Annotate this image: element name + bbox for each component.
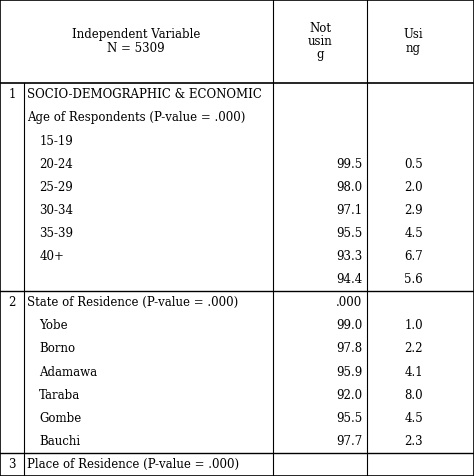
Text: ng: ng: [406, 42, 421, 55]
Text: 95.5: 95.5: [337, 412, 363, 425]
Text: 40+: 40+: [39, 250, 64, 263]
Text: 2: 2: [8, 296, 16, 309]
Text: 5.6: 5.6: [404, 273, 423, 286]
Text: Gombe: Gombe: [39, 412, 82, 425]
Text: 25-29: 25-29: [39, 181, 73, 194]
Text: 98.0: 98.0: [337, 181, 363, 194]
Text: Borno: Borno: [39, 342, 75, 356]
Text: g: g: [316, 49, 324, 61]
Text: N = 5309: N = 5309: [108, 42, 165, 55]
Text: 8.0: 8.0: [404, 388, 423, 402]
Text: Not: Not: [309, 22, 331, 35]
Text: 2.9: 2.9: [404, 204, 423, 217]
Text: Place of Residence (P-value = .000): Place of Residence (P-value = .000): [27, 458, 240, 471]
Text: 15-19: 15-19: [39, 135, 73, 148]
Text: 1.0: 1.0: [404, 319, 423, 332]
Text: .000: .000: [337, 296, 363, 309]
Text: 3: 3: [8, 458, 16, 471]
Text: Yobe: Yobe: [39, 319, 68, 332]
Text: 4.5: 4.5: [404, 412, 423, 425]
Text: 1: 1: [8, 89, 16, 101]
Text: 20-24: 20-24: [39, 158, 73, 171]
Text: 99.5: 99.5: [337, 158, 363, 171]
Text: 2.2: 2.2: [404, 342, 423, 356]
Text: Bauchi: Bauchi: [39, 435, 81, 448]
Text: 95.9: 95.9: [337, 366, 363, 378]
Text: 35-39: 35-39: [39, 227, 73, 240]
Text: Independent Variable: Independent Variable: [72, 29, 201, 41]
Text: 0.5: 0.5: [404, 158, 423, 171]
Text: 94.4: 94.4: [337, 273, 363, 286]
Text: Taraba: Taraba: [39, 388, 81, 402]
Text: 4.1: 4.1: [404, 366, 423, 378]
Text: Usi: Usi: [404, 29, 423, 41]
Text: 95.5: 95.5: [337, 227, 363, 240]
Text: SOCIO-DEMOGRAPHIC & ECONOMIC: SOCIO-DEMOGRAPHIC & ECONOMIC: [27, 89, 263, 101]
Text: 4.5: 4.5: [404, 227, 423, 240]
Text: usin: usin: [308, 35, 332, 48]
Text: 6.7: 6.7: [404, 250, 423, 263]
Text: Age of Respondents (P-value = .000): Age of Respondents (P-value = .000): [27, 111, 246, 124]
Text: 97.1: 97.1: [337, 204, 363, 217]
Text: Adamawa: Adamawa: [39, 366, 98, 378]
Text: 2.3: 2.3: [404, 435, 423, 448]
Text: 97.8: 97.8: [337, 342, 363, 356]
Text: 93.3: 93.3: [337, 250, 363, 263]
Text: 92.0: 92.0: [337, 388, 363, 402]
Text: State of Residence (P-value = .000): State of Residence (P-value = .000): [27, 296, 239, 309]
Text: 97.7: 97.7: [337, 435, 363, 448]
Text: 2.0: 2.0: [404, 181, 423, 194]
Text: 99.0: 99.0: [337, 319, 363, 332]
Text: 30-34: 30-34: [39, 204, 73, 217]
